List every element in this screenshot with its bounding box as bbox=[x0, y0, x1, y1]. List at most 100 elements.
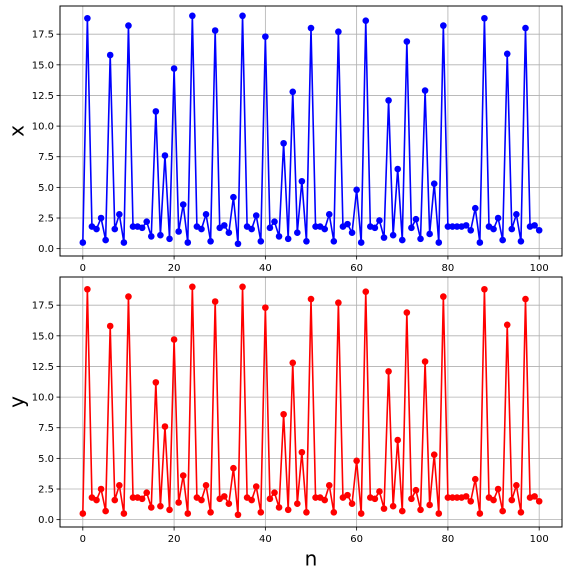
data-point bbox=[417, 235, 424, 243]
data-point bbox=[412, 215, 420, 223]
data-point bbox=[175, 499, 182, 506]
data-point bbox=[380, 505, 388, 512]
data-point bbox=[389, 231, 397, 239]
data-point bbox=[102, 507, 109, 515]
x-tick-label: 100 bbox=[530, 263, 549, 274]
y-tick-label: 17.5 bbox=[32, 301, 54, 312]
data-point bbox=[234, 511, 242, 519]
data-point bbox=[161, 423, 169, 430]
data-point bbox=[435, 239, 443, 246]
data-point bbox=[426, 230, 433, 238]
data-point bbox=[257, 237, 265, 245]
data-point bbox=[403, 38, 411, 45]
x-tick-label: 60 bbox=[350, 263, 363, 274]
data-point bbox=[380, 234, 388, 241]
data-point bbox=[166, 506, 173, 514]
data-point bbox=[508, 225, 516, 233]
data-point bbox=[248, 225, 255, 233]
data-point bbox=[170, 336, 178, 343]
data-point bbox=[462, 493, 470, 500]
data-point bbox=[471, 475, 479, 483]
axes-frame bbox=[59, 5, 563, 257]
data-point bbox=[335, 299, 342, 307]
data-point bbox=[335, 28, 342, 36]
data-point bbox=[207, 237, 214, 245]
data-point bbox=[481, 285, 488, 293]
data-point bbox=[266, 495, 274, 503]
data-point bbox=[522, 24, 529, 32]
data-point bbox=[207, 508, 214, 516]
data-point bbox=[175, 228, 182, 235]
data-point bbox=[289, 88, 297, 96]
data-point bbox=[348, 500, 356, 508]
data-point bbox=[353, 186, 360, 194]
data-point bbox=[271, 489, 278, 496]
data-point bbox=[289, 359, 297, 367]
data-point bbox=[120, 239, 128, 246]
data-point bbox=[303, 508, 310, 516]
data-point bbox=[344, 491, 351, 499]
data-point bbox=[157, 502, 164, 510]
x-tick-label: 80 bbox=[442, 263, 455, 274]
data-point bbox=[499, 236, 506, 244]
data-point bbox=[467, 226, 475, 234]
data-point bbox=[262, 304, 269, 311]
data-point bbox=[275, 504, 283, 511]
data-point bbox=[266, 224, 274, 232]
data-point bbox=[408, 224, 415, 232]
data-point bbox=[143, 218, 151, 225]
data-point bbox=[79, 239, 87, 246]
data-point bbox=[262, 33, 269, 40]
data-point bbox=[348, 229, 356, 237]
data-point bbox=[362, 288, 370, 296]
data-point bbox=[97, 214, 105, 222]
data-point bbox=[116, 482, 123, 489]
data-point bbox=[321, 496, 328, 504]
data-point bbox=[211, 27, 219, 34]
data-point bbox=[125, 293, 132, 300]
x-axis-label: n bbox=[305, 547, 318, 568]
data-point bbox=[93, 496, 100, 504]
data-point bbox=[143, 489, 151, 496]
data-point bbox=[499, 507, 506, 515]
data-point bbox=[357, 510, 365, 517]
data-point bbox=[330, 237, 338, 245]
data-point bbox=[102, 236, 109, 244]
data-point bbox=[225, 500, 233, 508]
data-point bbox=[106, 51, 114, 59]
data-point bbox=[513, 211, 520, 218]
data-point bbox=[321, 225, 328, 233]
data-point bbox=[230, 464, 237, 472]
y-tick-label: 10.0 bbox=[32, 122, 54, 133]
data-point bbox=[398, 507, 406, 515]
x-tick-label: 40 bbox=[259, 263, 272, 274]
data-point bbox=[312, 494, 319, 501]
x-tick-label: 80 bbox=[442, 534, 455, 545]
data-point bbox=[453, 494, 461, 501]
data-point bbox=[357, 239, 365, 246]
data-point bbox=[476, 510, 484, 517]
data-point bbox=[211, 298, 219, 305]
data-point bbox=[298, 448, 306, 456]
y-tick-label: 0.0 bbox=[38, 244, 54, 255]
data-point bbox=[129, 494, 137, 501]
data-point bbox=[408, 495, 415, 503]
data-point bbox=[152, 108, 160, 115]
data-point bbox=[303, 237, 310, 245]
data-point bbox=[421, 87, 429, 94]
data-point bbox=[385, 97, 392, 104]
data-point bbox=[535, 226, 543, 234]
top-subplot: 0 20 40 60 80 100 0.0 2.5 5.0 7.5 10.0 12.5 15.0 17.5… bbox=[5, 5, 563, 274]
data-point bbox=[435, 510, 443, 517]
data-point bbox=[220, 493, 228, 500]
data-point bbox=[325, 482, 333, 489]
data-point bbox=[307, 24, 315, 32]
data-point bbox=[230, 193, 237, 201]
data-point bbox=[198, 225, 205, 233]
data-point bbox=[503, 321, 511, 329]
data-point bbox=[111, 225, 119, 233]
data-point bbox=[522, 295, 529, 303]
data-point bbox=[389, 502, 397, 510]
data-point bbox=[152, 379, 160, 386]
data-point bbox=[220, 222, 228, 229]
